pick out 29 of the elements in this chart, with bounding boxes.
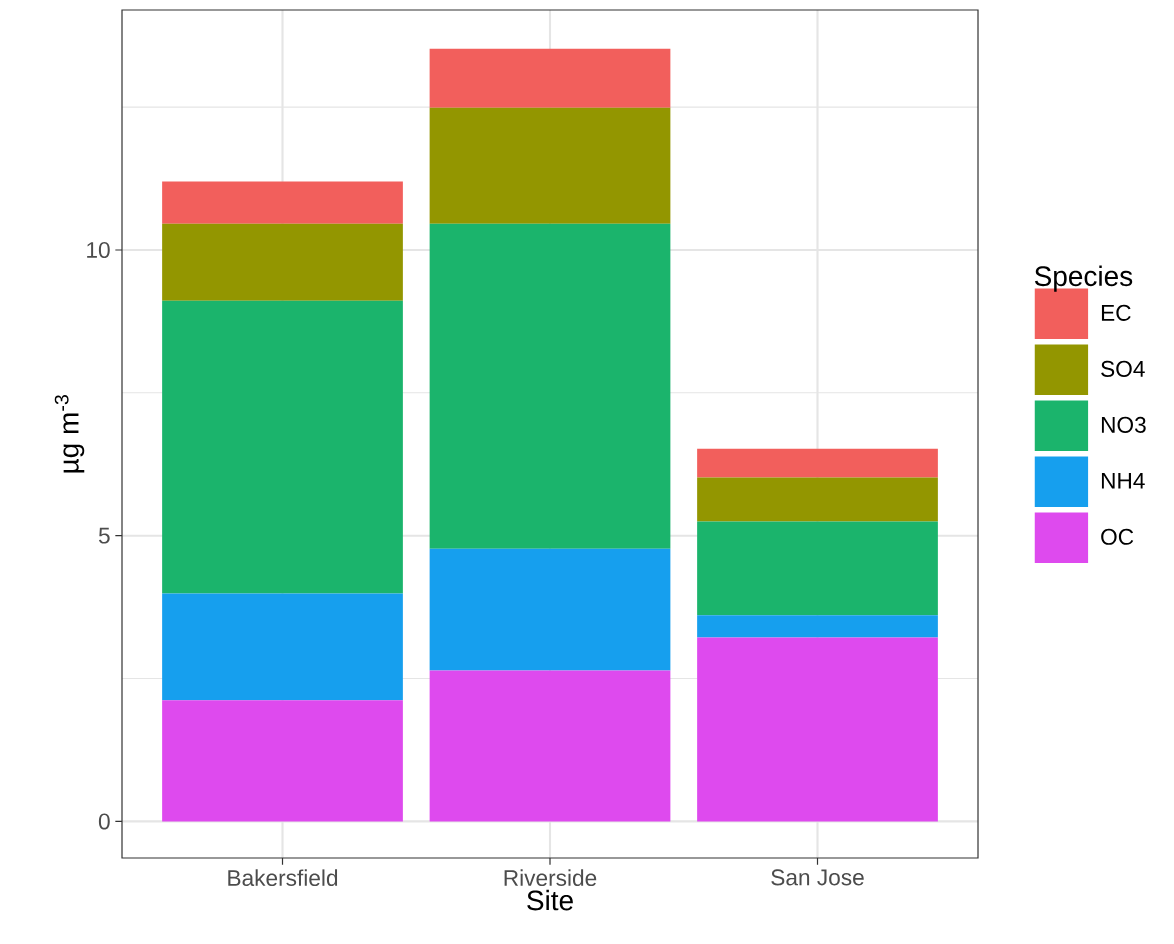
bar bbox=[429, 107, 671, 224]
bar bbox=[162, 300, 403, 594]
bar bbox=[429, 223, 671, 549]
x-tick-label: San Jose bbox=[771, 869, 864, 886]
bar bbox=[697, 637, 938, 822]
bar bbox=[697, 477, 938, 522]
bar bbox=[429, 548, 671, 671]
x-axis-title: Site bbox=[527, 889, 573, 911]
bar bbox=[429, 48, 671, 108]
bar bbox=[162, 700, 403, 822]
x-tick-label: Bakersfield bbox=[228, 869, 338, 887]
x-tick-label: Riverside bbox=[504, 869, 597, 887]
y-axis-title: µg m$^{-3}$ bbox=[54, 395, 85, 473]
legend-label: EC bbox=[1101, 304, 1131, 321]
y-tick-label: 0 bbox=[98, 813, 110, 830]
legend-label: OC bbox=[1101, 528, 1134, 545]
bar bbox=[697, 615, 938, 638]
bar bbox=[697, 448, 938, 478]
legend-label: NO3 bbox=[1101, 416, 1146, 433]
bar bbox=[162, 593, 403, 701]
bar bbox=[697, 521, 938, 616]
y-tick-label: 10 bbox=[87, 241, 110, 259]
bar bbox=[162, 181, 403, 224]
legend-label: SO4 bbox=[1101, 360, 1145, 377]
y-tick-label: 5 bbox=[98, 527, 110, 544]
bar bbox=[162, 223, 403, 301]
legend-title: Species bbox=[1034, 265, 1133, 292]
legend-label: NH4 bbox=[1101, 472, 1145, 489]
bar bbox=[429, 670, 671, 822]
